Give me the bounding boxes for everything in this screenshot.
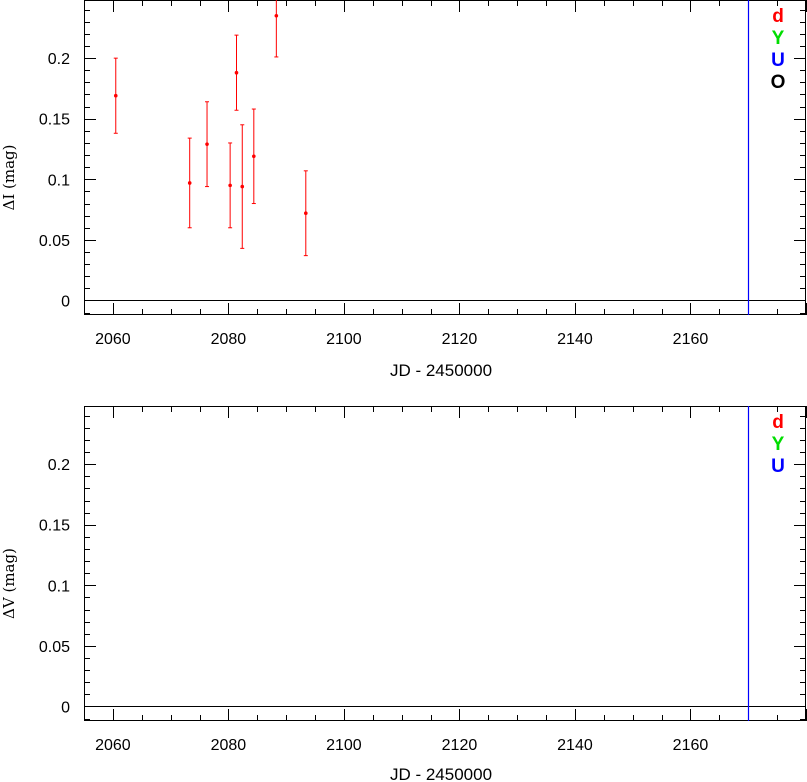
x-tick-label: 2120 bbox=[442, 331, 478, 348]
data-point bbox=[240, 184, 245, 189]
y-tick-label: 0.2 bbox=[48, 51, 70, 68]
x-tick-label: 2160 bbox=[673, 331, 709, 348]
y-tick-label: 0.2 bbox=[48, 457, 70, 474]
y-tick-label: 0.05 bbox=[39, 233, 70, 250]
y-tick-label: 0 bbox=[61, 699, 70, 716]
x-tick-label: 2080 bbox=[211, 737, 247, 754]
legend-label: U bbox=[771, 50, 785, 71]
data-point bbox=[228, 183, 232, 188]
data-point bbox=[303, 211, 308, 216]
panel-1: 2060 2080 2100 2120 2140 2160 0 0.05 0.1 0.15 0.2 J… bbox=[0, 0, 807, 380]
legend-label: U bbox=[771, 456, 785, 477]
legend-label: d bbox=[772, 6, 784, 27]
x-axis-title: JD - 2450000 bbox=[390, 765, 492, 782]
plot-frame bbox=[84, 406, 806, 721]
y-tick-label: 0.1 bbox=[48, 172, 70, 189]
y-tick-label: 0.1 bbox=[48, 578, 70, 595]
legend-label: Y bbox=[772, 28, 785, 49]
x-tick-label: 2140 bbox=[557, 331, 593, 348]
series-1 bbox=[113, 0, 308, 257]
legend-label: d bbox=[772, 412, 784, 433]
data-point bbox=[234, 70, 239, 75]
data-point bbox=[113, 93, 118, 98]
legend-label: O bbox=[771, 72, 786, 93]
x-axis-title: JD - 2450000 bbox=[390, 361, 492, 380]
data-point bbox=[187, 181, 192, 185]
y-axis-title: ΔI (mag) bbox=[0, 145, 18, 211]
plot-frame bbox=[84, 0, 806, 315]
y-axis-title: ΔV (mag) bbox=[0, 548, 18, 619]
x-tick-label: 2100 bbox=[326, 331, 362, 348]
x-tick-label: 2080 bbox=[211, 331, 247, 348]
x-tick-label: 2060 bbox=[95, 331, 131, 348]
data-point bbox=[252, 154, 256, 159]
y-tick-label: 0.15 bbox=[39, 112, 70, 129]
y-tick-label: 0.05 bbox=[39, 639, 70, 656]
x-tick-label: 2120 bbox=[442, 737, 478, 754]
data-point bbox=[274, 13, 279, 18]
data-point bbox=[205, 142, 209, 146]
x-tick-label: 2140 bbox=[557, 737, 593, 754]
x-tick-label: 2060 bbox=[95, 737, 131, 754]
panel-2: 2060 2080 2100 2120 2140 2160 0 0.05 0.1 0.15 0.2 J… bbox=[0, 406, 807, 782]
x-tick-label: 2100 bbox=[326, 737, 362, 754]
legend-label: Y bbox=[772, 434, 785, 455]
y-tick-label: 0.15 bbox=[39, 518, 70, 535]
y-tick-label: 0 bbox=[61, 293, 70, 310]
x-tick-label: 2160 bbox=[673, 737, 709, 754]
